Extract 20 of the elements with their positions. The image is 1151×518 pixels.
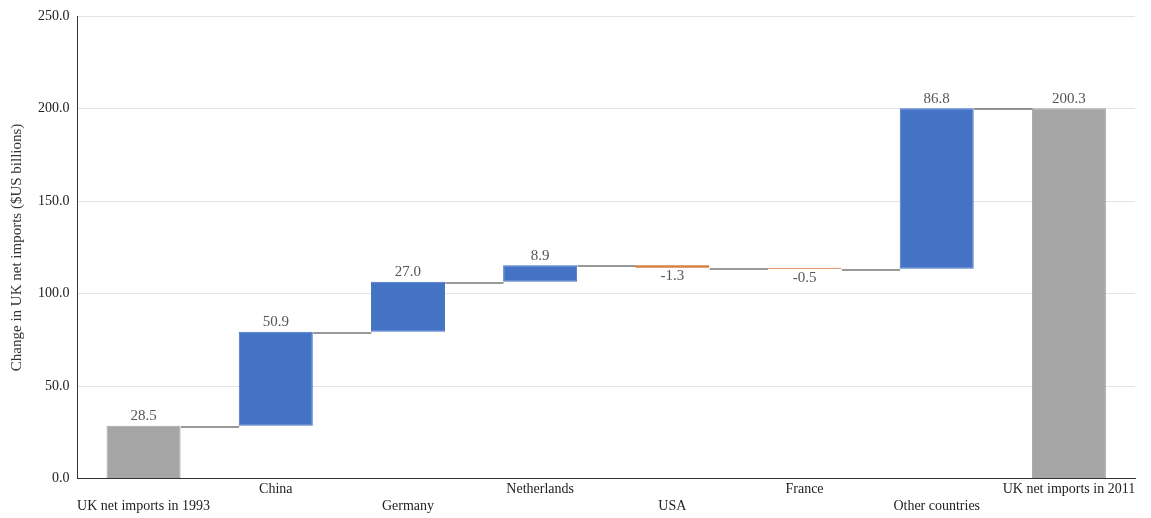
x-tick-label: France bbox=[785, 481, 824, 497]
bar bbox=[106, 425, 181, 478]
y-tick-label: 0.0 bbox=[52, 470, 70, 486]
y-axis-title: Change in UK net imports ($US billions) bbox=[7, 123, 25, 372]
data-label: 86.8 bbox=[923, 89, 950, 106]
x-tick-label: Netherlands bbox=[506, 481, 574, 497]
data-label: 28.5 bbox=[130, 407, 157, 424]
y-tick-label: 250.0 bbox=[38, 8, 70, 24]
x-tick-label: UK net imports in 1993 bbox=[77, 498, 211, 514]
y-tick-label: 50.0 bbox=[45, 377, 70, 393]
y-tick-label: 200.0 bbox=[38, 100, 70, 116]
x-tick-label: China bbox=[259, 481, 294, 497]
x-tick-label: Other countries bbox=[893, 498, 981, 514]
x-tick-label: Germany bbox=[381, 498, 435, 514]
x-tick-label: UK net imports in 2011 bbox=[1002, 481, 1136, 497]
data-label: 200.3 bbox=[1052, 89, 1086, 106]
x-tick-label: USA bbox=[658, 498, 688, 514]
bar bbox=[1031, 108, 1106, 478]
y-tick-label: 150.0 bbox=[38, 192, 70, 208]
y-tick-label: 100.0 bbox=[38, 285, 70, 301]
